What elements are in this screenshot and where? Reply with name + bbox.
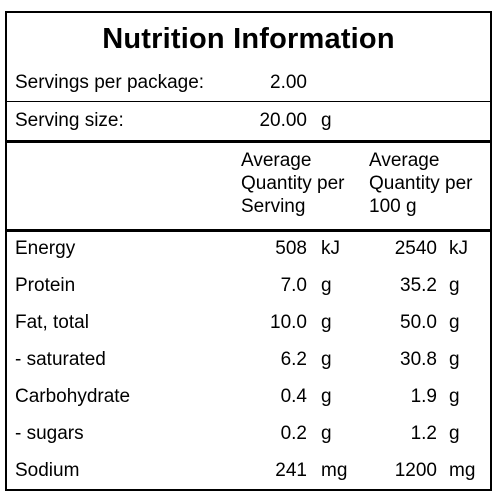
nutrient-name: Fat, total	[15, 312, 89, 333]
nutrient-name: - saturated	[15, 349, 106, 370]
per-serving-value: 508	[275, 238, 307, 259]
header-per-serving-line2: Quantity per	[241, 173, 345, 194]
per-100g-value: 50.0	[400, 312, 437, 333]
per-100g-unit: g	[449, 349, 460, 370]
per-serving-unit: g	[321, 275, 332, 296]
per-100g-value: 1200	[394, 460, 437, 481]
per-serving-unit: g	[321, 312, 332, 333]
per-serving-unit: g	[321, 349, 332, 370]
serving-size-value: 20.00	[259, 110, 307, 131]
header-per-serving-line1: Average	[241, 150, 312, 171]
per-serving-value: 6.2	[280, 349, 307, 370]
per-serving-unit: g	[321, 423, 332, 444]
nutrition-panel: Nutrition Information Servings per packa…	[5, 11, 492, 491]
per-100g-value: 35.2	[400, 275, 437, 296]
per-100g-unit: g	[449, 312, 460, 333]
rows-divider	[7, 229, 490, 232]
per-100g-unit: g	[449, 423, 460, 444]
per-100g-value: 1.9	[410, 386, 437, 407]
header-per-100g: Average Quantity per 100 g	[369, 149, 473, 218]
header-per-serving: Average Quantity per Serving	[241, 149, 345, 218]
per-serving-value: 0.2	[280, 423, 307, 444]
per-100g-unit: kJ	[449, 238, 468, 259]
per-100g-unit: mg	[449, 460, 476, 481]
nutrient-name: Sodium	[15, 460, 80, 481]
per-serving-value: 241	[275, 460, 307, 481]
servings-per-package-label: Servings per package:	[15, 72, 205, 93]
per-serving-unit: kJ	[321, 238, 340, 259]
header-per-100g-line1: Average	[369, 150, 440, 171]
per-100g-value: 1.2	[410, 423, 437, 444]
header-per-serving-line3: Serving	[241, 196, 306, 217]
per-serving-value: 7.0	[280, 275, 307, 296]
header-divider	[7, 140, 490, 143]
header-per-100g-line2: Quantity per	[369, 173, 473, 194]
per-100g-unit: g	[449, 275, 460, 296]
nutrient-name: Carbohydrate	[15, 386, 131, 407]
divider	[7, 101, 490, 102]
per-serving-unit: mg	[321, 460, 348, 481]
panel-title: Nutrition Information	[102, 23, 395, 55]
nutrient-name: Protein	[15, 275, 76, 296]
per-serving-unit: g	[321, 386, 332, 407]
serving-size-unit: g	[321, 110, 332, 131]
serving-size-label: Serving size:	[15, 110, 124, 131]
header-per-100g-line3: 100 g	[369, 196, 417, 217]
per-100g-value: 2540	[394, 238, 437, 259]
servings-per-package-value: 2.00	[270, 72, 307, 93]
nutrient-name: Energy	[15, 238, 76, 259]
per-serving-value: 0.4	[280, 386, 307, 407]
per-100g-value: 30.8	[400, 349, 437, 370]
nutrient-name: - sugars	[15, 423, 84, 444]
per-100g-unit: g	[449, 386, 460, 407]
per-serving-value: 10.0	[270, 312, 307, 333]
